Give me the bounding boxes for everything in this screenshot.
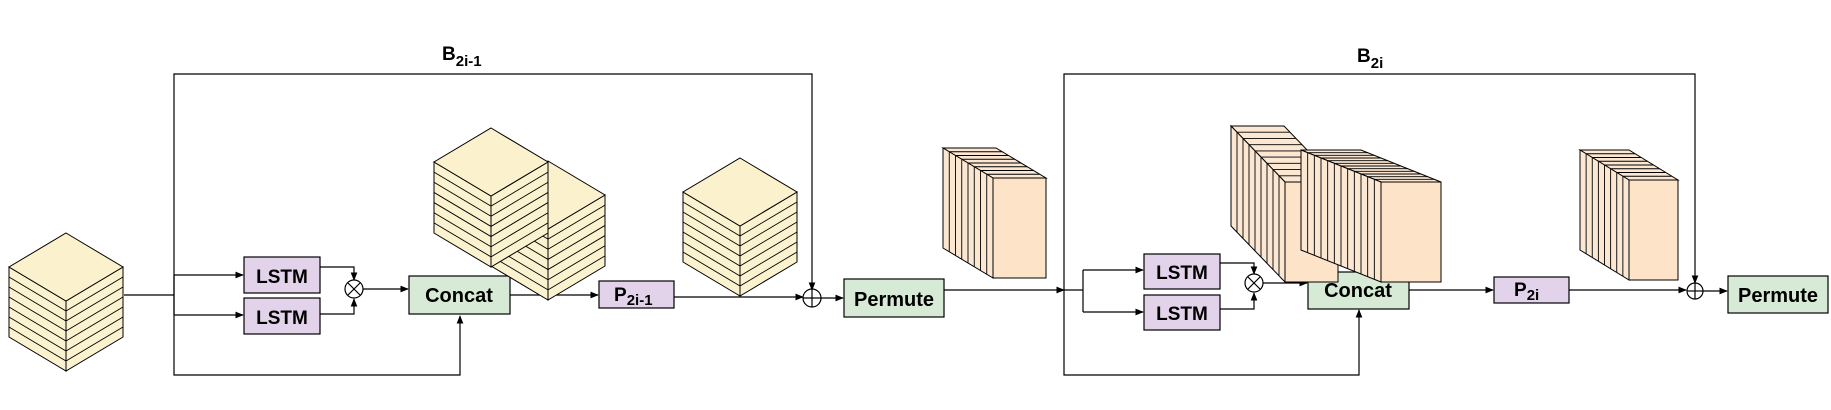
block-2-permute bbox=[1727, 275, 1829, 314]
multiply-icon bbox=[344, 279, 364, 299]
cube-layer-line bbox=[8, 316, 67, 352]
block-2-lstm-top-label: LSTM bbox=[1156, 263, 1208, 284]
block-1-lstm-bottom-label: LSTM bbox=[256, 308, 308, 329]
block-1-lstm-bottom bbox=[243, 297, 321, 335]
cube-layer-line bbox=[739, 251, 798, 287]
block-1-lstm-top-label: LSTM bbox=[256, 267, 308, 288]
block-1-permute-label: Permute bbox=[854, 289, 934, 311]
block-2-proj-label: P2i bbox=[1514, 280, 1539, 304]
cube-layer-line bbox=[490, 202, 549, 237]
cube-layer-line bbox=[682, 211, 741, 247]
cube-top-face bbox=[8, 232, 124, 302]
block-1-proj-label: P2i-1 bbox=[614, 285, 653, 309]
cube-layer-line bbox=[547, 245, 606, 281]
cube-layer-line bbox=[490, 192, 549, 227]
cube-layer-line bbox=[433, 222, 492, 258]
block-1-concat-label: Concat bbox=[425, 285, 493, 307]
cube-layer-line bbox=[490, 181, 549, 217]
cube-top-face bbox=[682, 157, 798, 227]
cube-layer-line bbox=[433, 202, 492, 237]
cube-layer-line bbox=[433, 171, 492, 207]
cube-layer-line bbox=[433, 181, 492, 217]
cube-layer-line bbox=[739, 201, 798, 237]
block-2-lstm-bottom-out bbox=[1220, 292, 1258, 310]
cube-layer-line bbox=[547, 204, 606, 240]
cube-layer-line bbox=[739, 241, 798, 277]
block-1-concat bbox=[408, 275, 511, 315]
input-tensor-cube bbox=[8, 232, 124, 372]
cube-layer-line bbox=[547, 255, 606, 291]
add-icon bbox=[802, 288, 822, 308]
cube-layer-line bbox=[547, 235, 606, 270]
block-2: B2i LSTM LSTM Concat P2i bbox=[1063, 46, 1829, 376]
cube-layer-line bbox=[65, 326, 124, 362]
cube-layer-line bbox=[490, 171, 549, 207]
block-2-label: B2i bbox=[1357, 46, 1383, 72]
cube-layer-line bbox=[490, 212, 549, 248]
cube-layer-line bbox=[682, 221, 741, 257]
block-2-lstm-bottom-label: LSTM bbox=[1156, 304, 1208, 325]
permuted-tensor-cube bbox=[941, 147, 1048, 279]
block-2-concat-skip-path bbox=[1063, 290, 1363, 376]
cube-layer-line bbox=[65, 296, 124, 332]
add-icon bbox=[1686, 282, 1704, 300]
cube-front-face bbox=[992, 177, 1047, 279]
cube-layer-line bbox=[65, 286, 124, 322]
proj-tensor-cube bbox=[682, 157, 798, 297]
block-2-residual-path bbox=[1063, 73, 1699, 290]
cube-layer-line bbox=[8, 296, 67, 332]
block-1-label: B2i-1 bbox=[442, 44, 482, 70]
block-1-lstm-top-out bbox=[320, 266, 358, 281]
cube-layer-line bbox=[490, 222, 549, 258]
cube-layer-line bbox=[65, 306, 124, 342]
cube-layer-line bbox=[739, 221, 798, 257]
cube-layer-line bbox=[433, 192, 492, 227]
block-1-lstm-top bbox=[243, 256, 321, 294]
cube-layer-line bbox=[8, 276, 67, 312]
cube-layer-line bbox=[8, 326, 67, 362]
cube-layer-line bbox=[682, 251, 741, 287]
cube-layer-line bbox=[682, 201, 741, 237]
multiply-icon bbox=[1244, 273, 1264, 293]
cube-front-face bbox=[1628, 179, 1679, 281]
block-2-lstm-top-out bbox=[1220, 262, 1258, 275]
concat-tensor-cube-left bbox=[433, 127, 549, 268]
proj2-tensor-cube bbox=[1578, 149, 1680, 281]
cube-layer-line bbox=[739, 211, 798, 247]
cube-layer-line bbox=[8, 286, 67, 322]
cube-front-face bbox=[1380, 181, 1442, 283]
block-1-permute bbox=[843, 278, 945, 318]
block-1-lstm-bottom-out bbox=[320, 298, 358, 315]
cube-layer-line bbox=[547, 214, 606, 250]
cube-top-face bbox=[433, 127, 549, 197]
cube-layer-line bbox=[682, 241, 741, 277]
block-1: B2i-1 LSTM LSTM Concat bbox=[124, 44, 945, 376]
block-2-lstm-top bbox=[1143, 253, 1221, 290]
block-1-concat-skip-path bbox=[173, 295, 464, 376]
cube-layer-line bbox=[682, 231, 741, 267]
cube-layer-line bbox=[433, 212, 492, 248]
tensor-illustrations bbox=[8, 124, 1680, 372]
block-2-lstm-bottom bbox=[1143, 294, 1221, 331]
block-1-proj bbox=[598, 280, 675, 309]
cube-layer-line bbox=[65, 276, 124, 312]
concat2-tensor-cube-front bbox=[1300, 149, 1442, 283]
block-2-permute-label: Permute bbox=[1738, 285, 1818, 307]
cube-layer-line bbox=[739, 231, 798, 267]
block-1-residual-path bbox=[173, 73, 816, 295]
cube-layer-line bbox=[65, 316, 124, 352]
block-2-concat-label: Concat bbox=[1324, 280, 1392, 302]
cube-layer-line bbox=[8, 306, 67, 342]
cube-layer-line bbox=[547, 225, 606, 260]
